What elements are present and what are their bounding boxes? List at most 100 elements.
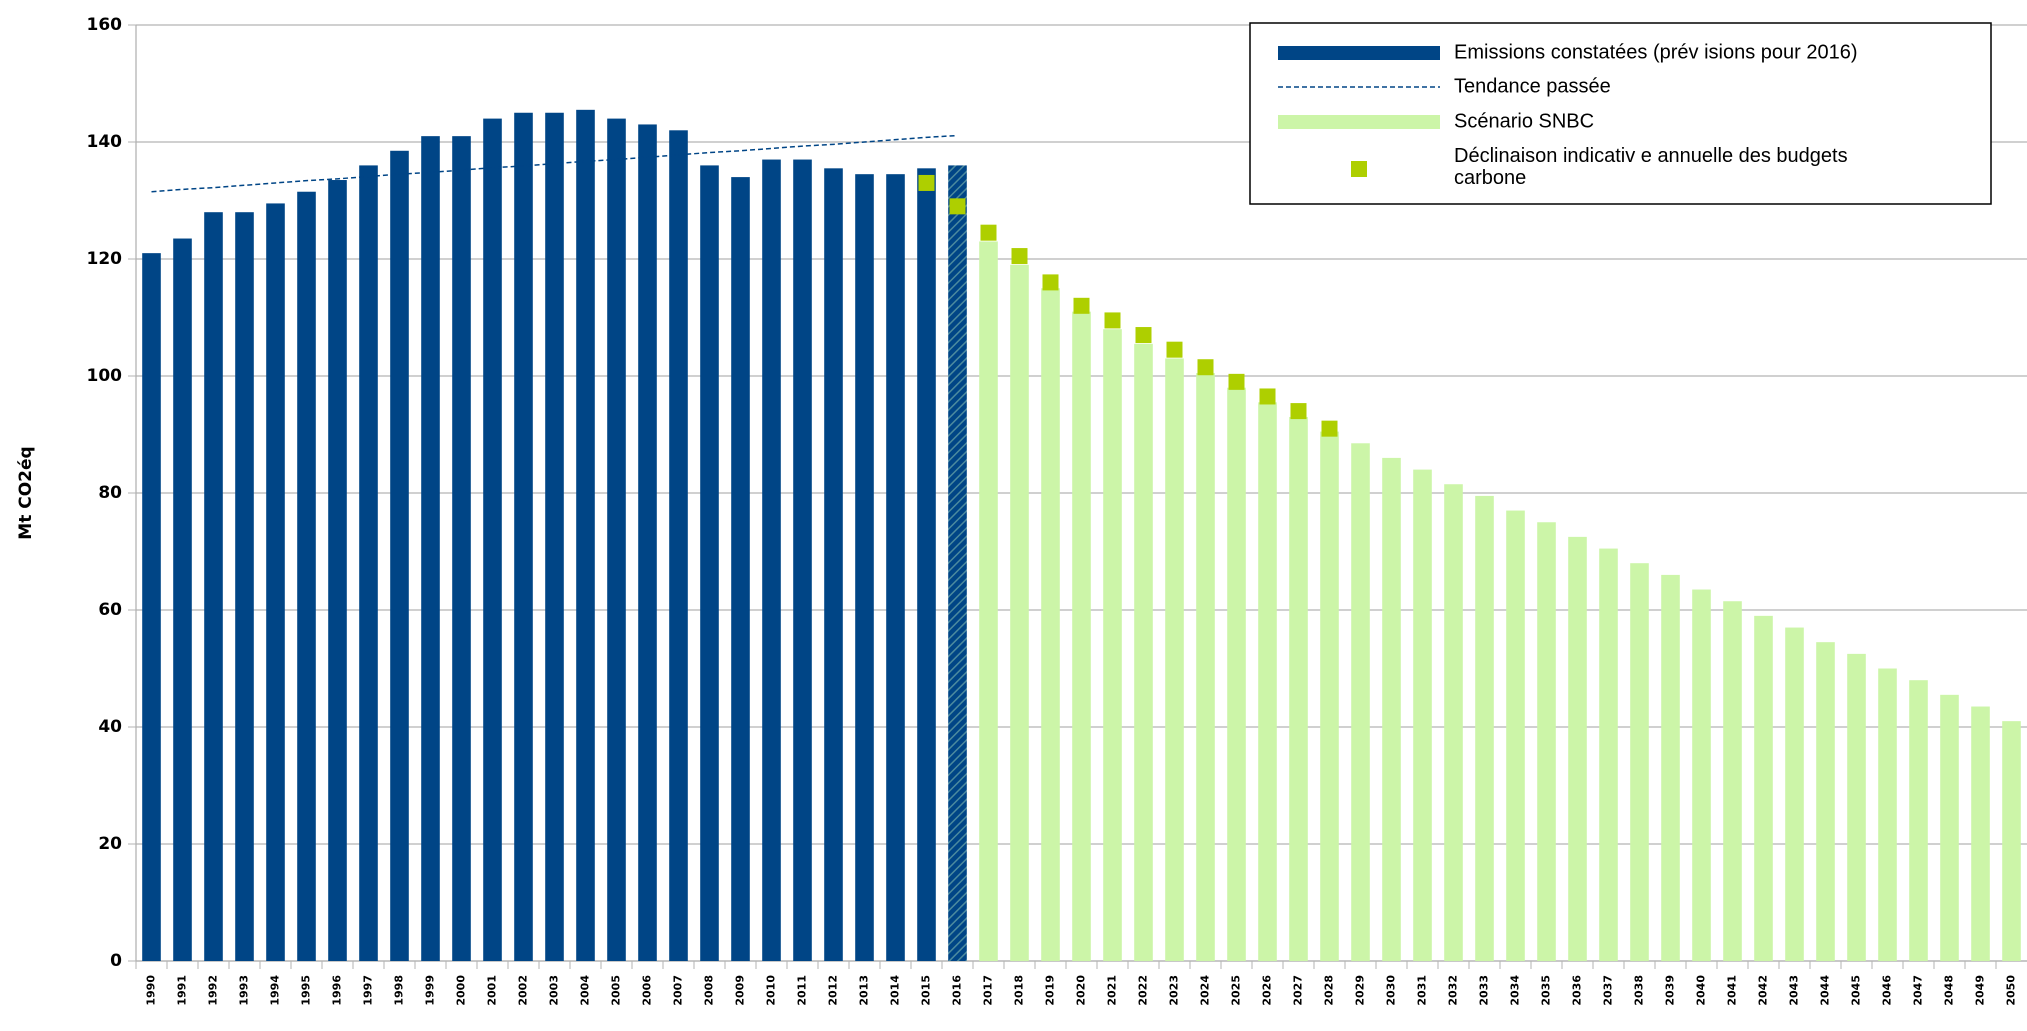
- legend-label: Scénario SNBC: [1454, 110, 1594, 132]
- x-tick-label: 2009: [734, 975, 747, 1006]
- bar: [1413, 469, 1432, 961]
- x-tick-label: 2035: [1540, 975, 1553, 1006]
- x-tick-label: 2041: [1726, 975, 1739, 1006]
- bar: [1661, 574, 1680, 961]
- bar: [1847, 653, 1866, 961]
- x-tick-label: 2032: [1447, 975, 1460, 1006]
- bar: [1723, 601, 1742, 961]
- x-tick-label: 2021: [1106, 975, 1119, 1006]
- bar: [1289, 416, 1308, 961]
- x-tick-label: 2040: [1695, 975, 1708, 1006]
- bar: [1165, 358, 1184, 961]
- bar: [1072, 311, 1091, 961]
- bar: [483, 118, 502, 962]
- bar: [1599, 548, 1618, 961]
- x-tick-label: 2034: [1509, 975, 1522, 1006]
- bar: [1878, 668, 1897, 961]
- x-tick-label: 2016: [951, 975, 964, 1006]
- x-tick-label: 1994: [269, 975, 282, 1006]
- x-tick-label: 2015: [920, 975, 933, 1006]
- bar: [421, 136, 440, 961]
- bar: [1475, 495, 1494, 961]
- bar: [1382, 457, 1401, 961]
- bar: [917, 168, 936, 961]
- x-tick-label: 2008: [703, 975, 716, 1006]
- bar: [731, 177, 750, 962]
- bar: [1134, 343, 1153, 961]
- bar: [1692, 589, 1711, 961]
- bar: [886, 174, 905, 962]
- x-tick-label: 2023: [1168, 975, 1181, 1006]
- budget-marker: [1259, 388, 1276, 405]
- x-tick-label: 2030: [1385, 975, 1398, 1006]
- bar: [1258, 402, 1277, 961]
- bar: [824, 168, 843, 961]
- x-tick-label: 2027: [1292, 975, 1305, 1006]
- bar: [1506, 510, 1525, 961]
- budget-marker: [1197, 359, 1214, 376]
- x-tick-label: 2047: [1912, 975, 1925, 1006]
- budget-marker: [949, 198, 966, 215]
- x-tick-label: 2050: [2005, 975, 2018, 1006]
- budget-marker: [1321, 420, 1338, 437]
- x-tick-label: 2025: [1230, 975, 1243, 1006]
- x-tick-label: 2042: [1757, 975, 1770, 1006]
- bar: [1010, 264, 1029, 962]
- x-tick-label: 2037: [1602, 975, 1615, 1006]
- x-tick-label: 2010: [765, 975, 778, 1006]
- x-tick-label: 2028: [1323, 975, 1336, 1006]
- y-tick-label: 100: [87, 366, 123, 386]
- x-tick-label: 2018: [1013, 975, 1026, 1006]
- budget-marker: [1011, 248, 1028, 265]
- x-tick-label: 2045: [1850, 975, 1863, 1006]
- x-tick-label: 2006: [641, 975, 654, 1006]
- bar: [979, 241, 998, 961]
- bar: [669, 130, 688, 962]
- x-tick-label: 2046: [1881, 975, 1894, 1006]
- x-tick-label: 2013: [858, 975, 871, 1006]
- bar: [359, 165, 378, 961]
- bar: [1537, 522, 1556, 961]
- y-tick-label: 60: [98, 600, 122, 620]
- bar: [576, 109, 595, 961]
- x-tick-label: 2031: [1416, 975, 1429, 1006]
- y-tick-label: 140: [87, 132, 123, 152]
- bar: [1754, 615, 1773, 961]
- bar: [762, 159, 781, 962]
- x-tick-label: 1990: [145, 975, 158, 1006]
- x-tick-label: 2003: [548, 975, 561, 1006]
- budget-marker: [1228, 373, 1245, 390]
- y-tick-label: 120: [87, 249, 123, 269]
- bar: [1103, 329, 1122, 961]
- x-tick-label: 2036: [1571, 975, 1584, 1006]
- bar: [1444, 484, 1463, 961]
- legend-swatch: [1278, 115, 1440, 129]
- x-tick-label: 2001: [486, 975, 499, 1006]
- trend-line: [151, 134, 958, 193]
- bar: [1630, 563, 1649, 961]
- bar: [1041, 288, 1060, 961]
- x-tick-label: 1991: [176, 975, 189, 1006]
- bar: [2002, 721, 2021, 961]
- x-tick-label: 2019: [1044, 975, 1057, 1006]
- x-tick-label: 1992: [207, 975, 220, 1006]
- bar: [1909, 680, 1928, 961]
- bar: [1940, 694, 1959, 961]
- bar: [607, 118, 626, 962]
- x-tick-label: 2033: [1478, 975, 1491, 1006]
- legend-label: Tendance passée: [1454, 75, 1611, 97]
- bar: [1196, 373, 1215, 961]
- x-tick-label: 2043: [1788, 975, 1801, 1006]
- x-tick-label: 2049: [1974, 975, 1987, 1006]
- bar: [390, 150, 409, 961]
- bar: [545, 112, 564, 961]
- legend-swatch: [1351, 161, 1367, 177]
- bar: [1351, 443, 1370, 961]
- budget-marker: [980, 224, 997, 241]
- bar: [142, 253, 161, 961]
- y-axis-label: Mt CO2éq: [16, 446, 36, 539]
- y-tick-label: 0: [110, 951, 122, 971]
- x-tick-label: 2020: [1075, 975, 1088, 1006]
- x-tick-label: 1999: [424, 975, 437, 1006]
